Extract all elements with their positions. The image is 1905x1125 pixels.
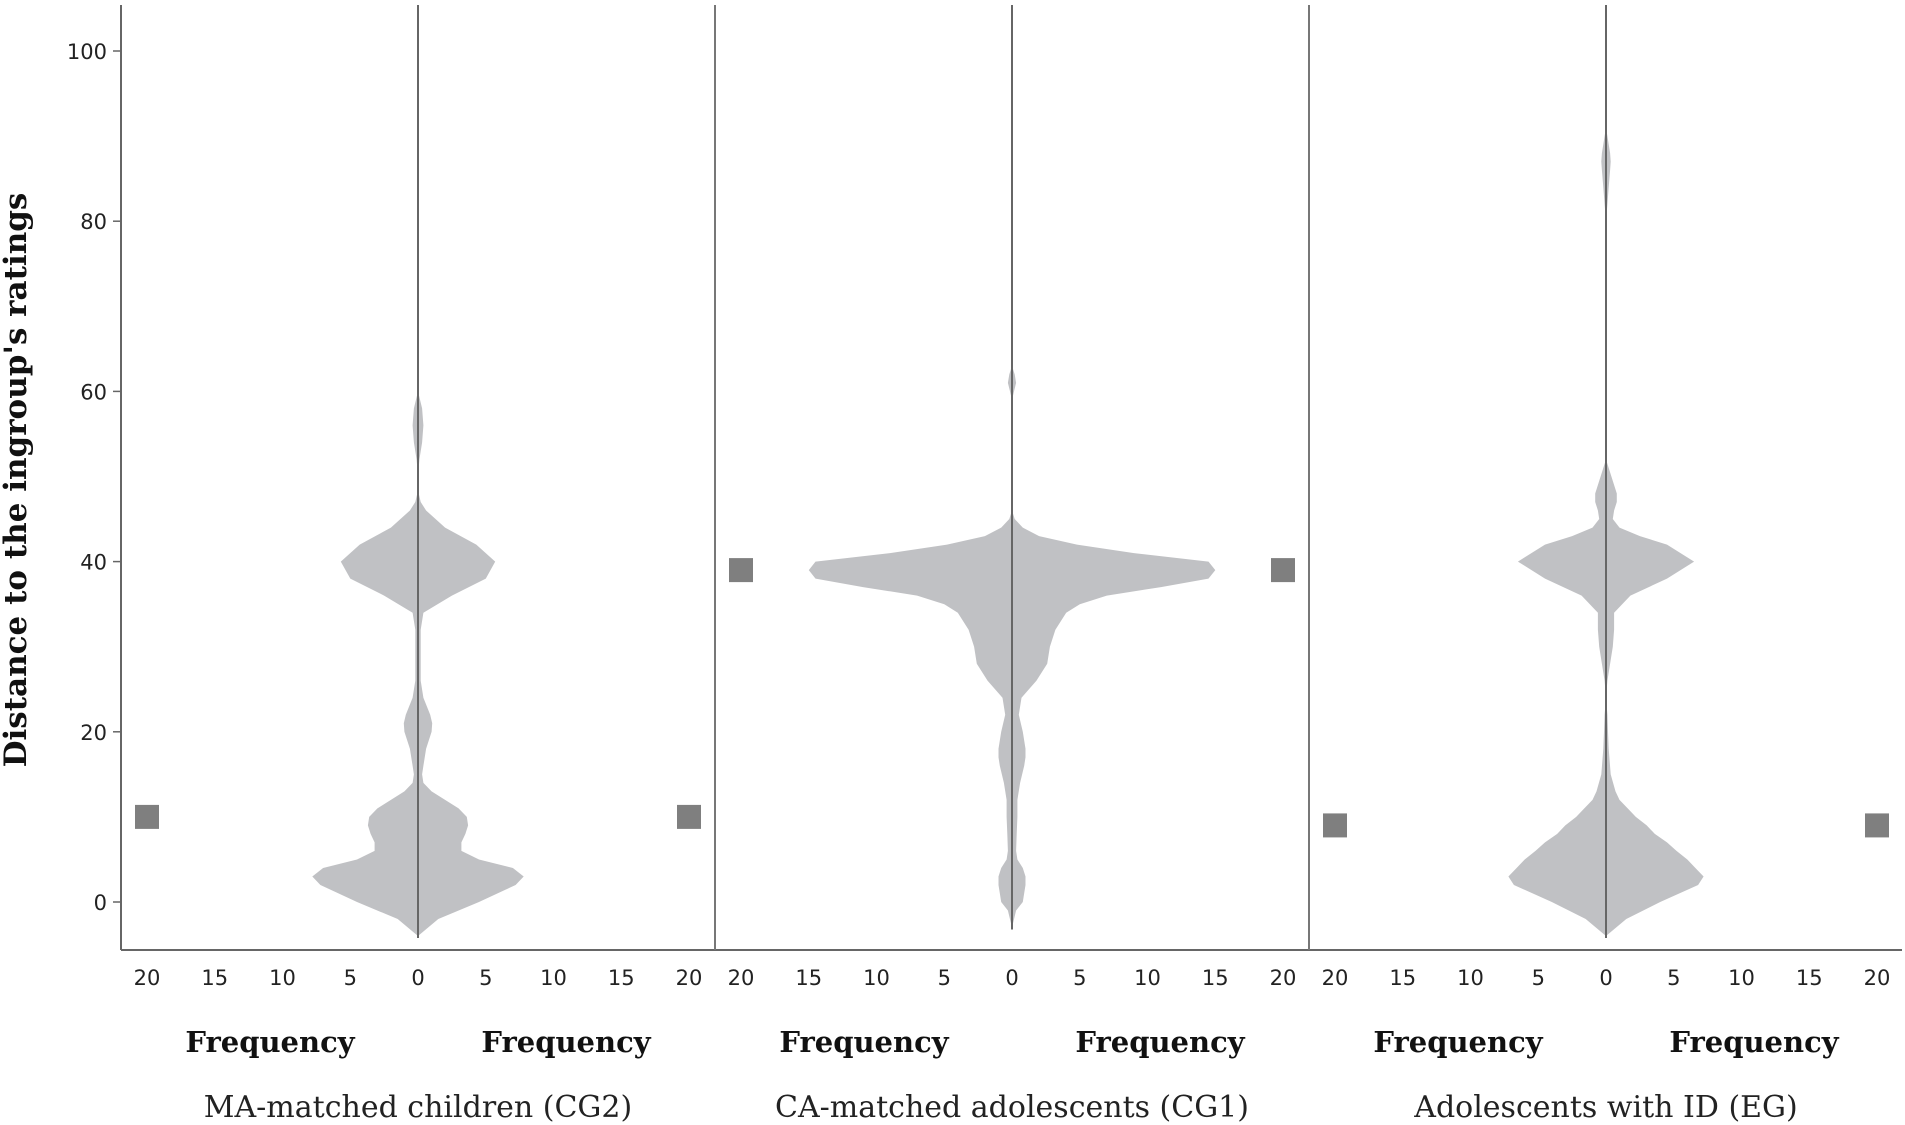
x-tick-label: 20 [728,966,755,990]
y-axis-label: Distance to the ingroup's ratings [0,193,34,768]
panel-title: MA-matched children (CG2) [204,1090,632,1125]
x-axis-label-left: Frequency [1373,1025,1543,1059]
y-tick-label: 100 [67,40,107,64]
x-tick-label: 15 [795,966,822,990]
x-tick-label: 10 [1457,966,1484,990]
x-tick-label: 0 [411,966,424,990]
x-tick-label: 5 [1667,966,1680,990]
x-tick-label: 15 [608,966,635,990]
x-tick-label: 10 [1728,966,1755,990]
x-tick-label: 5 [1073,966,1086,990]
x-tick-label: 20 [134,966,161,990]
marker-right [677,804,701,829]
y-tick-label: 80 [80,210,107,234]
x-tick-label: 5 [344,966,357,990]
x-tick-label: 20 [1270,966,1297,990]
x-tick-label: 5 [479,966,492,990]
y-tick-label: 20 [80,721,107,745]
x-tick-label: 15 [1796,966,1823,990]
marker-right [1865,813,1889,838]
marker-left [1323,813,1347,838]
x-tick-label: 5 [938,966,951,990]
marker-left [729,558,753,583]
x-tick-label: 0 [1599,966,1612,990]
x-tick-label: 10 [863,966,890,990]
x-tick-label: 10 [1134,966,1161,990]
x-tick-label: 0 [1005,966,1018,990]
x-tick-label: 10 [540,966,567,990]
panel-title: Adolescents with ID (EG) [1413,1090,1797,1125]
x-axis-label-left: Frequency [185,1025,355,1059]
x-tick-label: 15 [1202,966,1229,990]
marker-left [135,804,159,829]
x-tick-label: 5 [1532,966,1545,990]
x-tick-label: 20 [1322,966,1349,990]
x-axis-label-right: Frequency [1075,1025,1245,1059]
x-axis-label-left: Frequency [779,1025,949,1059]
x-axis-label-right: Frequency [481,1025,651,1059]
x-tick-label: 20 [1864,966,1891,990]
x-tick-label: 15 [1389,966,1416,990]
x-tick-label: 10 [269,966,296,990]
y-tick-label: 0 [94,891,107,915]
x-tick-label: 15 [201,966,228,990]
panel-title: CA-matched adolescents (CG1) [775,1090,1249,1125]
y-tick-label: 60 [80,380,107,404]
x-tick-label: 20 [676,966,703,990]
y-tick-label: 40 [80,551,107,575]
x-axis-label-right: Frequency [1669,1025,1839,1059]
marker-right [1271,558,1295,583]
